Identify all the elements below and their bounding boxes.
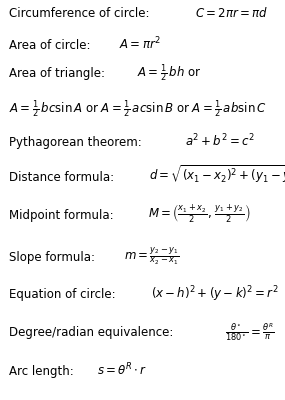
Text: Midpoint formula:: Midpoint formula: [9,209,117,222]
Text: $a^2 + b^2 = c^2$: $a^2 + b^2 = c^2$ [185,132,255,149]
Text: $d = \sqrt{(x_1 - x_2)^2 + (y_1 - y_2)^2}$: $d = \sqrt{(x_1 - x_2)^2 + (y_1 - y_2)^2… [149,164,285,186]
Text: $A = \pi r^2$: $A = \pi r^2$ [119,35,161,52]
Text: Equation of circle:: Equation of circle: [9,288,119,301]
Text: Slope formula:: Slope formula: [9,251,98,264]
Text: Area of circle:: Area of circle: [9,39,94,52]
Text: $M = \left(\frac{x_1 + x_2}{2},\, \frac{y_1 + y_2}{2}\right)$: $M = \left(\frac{x_1 + x_2}{2},\, \frac{… [148,203,251,226]
Text: Circumference of circle:: Circumference of circle: [9,7,153,20]
Text: Degree/radian equivalence:: Degree/radian equivalence: [9,326,177,339]
Text: $A = \frac{1}{2}\,bh$ or: $A = \frac{1}{2}\,bh$ or [137,62,202,84]
Text: Area of triangle:: Area of triangle: [9,67,108,80]
Text: $C = 2\pi r = \pi d$: $C = 2\pi r = \pi d$ [195,6,268,20]
Text: Arc length:: Arc length: [9,365,77,378]
Text: $s = \theta^R \cdot r$: $s = \theta^R \cdot r$ [97,362,147,378]
Text: $m = \frac{y_2 - y_1}{x_2 - x_1}$: $m = \frac{y_2 - y_1}{x_2 - x_1}$ [124,246,180,268]
Text: $\frac{\theta^\circ}{180^\circ} = \frac{\theta^R}{\pi}$: $\frac{\theta^\circ}{180^\circ} = \frac{… [225,321,275,342]
Text: Distance formula:: Distance formula: [9,171,117,184]
Text: $(x - h)^2 + (y - k)^2 = r^2$: $(x - h)^2 + (y - k)^2 = r^2$ [151,284,278,304]
Text: $A = \frac{1}{2}\,bc\sin A$ or $A = \frac{1}{2}\,ac\sin B$ or $A = \frac{1}{2}\,: $A = \frac{1}{2}\,bc\sin A$ or $A = \fra… [9,98,266,120]
Text: Pythagorean theorem:: Pythagorean theorem: [9,136,145,149]
